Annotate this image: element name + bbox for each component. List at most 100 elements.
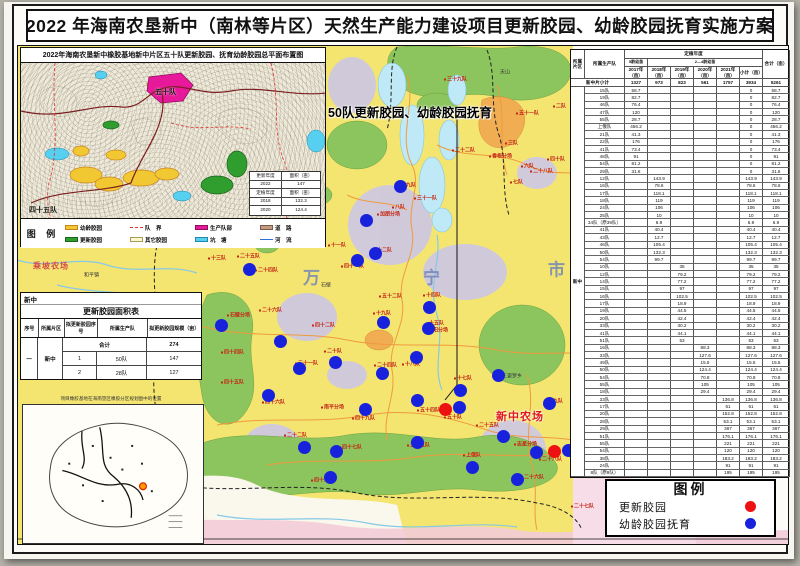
team-cell: 19队 (585, 307, 625, 316)
value-cell: 44.5 (671, 307, 694, 316)
value-cell: 78.6 (740, 182, 763, 191)
value-cell (625, 403, 648, 411)
value-cell (671, 469, 694, 478)
team-cell: 55队 (585, 381, 625, 389)
value-cell: 15.5 (740, 359, 763, 367)
team-cell: 20队 (585, 315, 625, 323)
value-cell (717, 116, 740, 124)
value-cell (694, 204, 717, 213)
location-inset-caption: 项目橡胶基地在海南垦区橡胶分区规划图中的位置 (60, 396, 162, 401)
value-cell: 367 (763, 425, 790, 433)
table-row: 51队 176.1 176.1 176.1 (585, 432, 790, 441)
value-cell (671, 425, 694, 433)
value-cell (694, 307, 717, 316)
legend-item-label: 道 路 (275, 225, 292, 232)
value-cell (717, 94, 740, 102)
value-cell (648, 366, 671, 375)
table-row: 12队 143.9 143.9 143.9 (585, 175, 790, 183)
value-cell: 73.4 (763, 145, 790, 154)
topo-inset-map: 更新年度 面积（亩） 2022 147 定植年度 面积（亩） 2018 132.3 2020 12… (21, 63, 325, 218)
value-cell (671, 190, 694, 198)
table-row: 17队 18.9 18.9 18.9 (585, 300, 790, 308)
value-cell (717, 278, 740, 286)
value-cell (648, 462, 671, 470)
project-location-marker (138, 482, 148, 491)
value-cell: 102.5 (763, 293, 790, 301)
value-cell (648, 418, 671, 426)
value-cell: 0 (740, 87, 763, 95)
value-cell: 102.5 (671, 293, 694, 301)
value-cell (694, 337, 717, 345)
team-cell: 47队 (585, 109, 625, 117)
team-cell: 17队 (585, 190, 625, 198)
value-cell (671, 410, 694, 419)
subtotal-value: 5261 (763, 79, 790, 87)
value-cell: 29.4 (694, 388, 717, 397)
renewal-table-title: 更新胶园面积表 (21, 305, 201, 319)
value-cell: 105.4 (648, 241, 671, 249)
value-cell (625, 182, 648, 191)
value-cell: 81.2 (763, 160, 790, 168)
value-cell (671, 167, 694, 176)
team-cell: 8队（原9队） (585, 469, 625, 478)
table-row: 18队 29.4 29.4 29.4 (585, 388, 790, 397)
value-cell: 120 (763, 447, 790, 455)
team-cell: 25队 (585, 212, 625, 220)
value-cell (671, 344, 694, 352)
total-label: 合计 (63, 338, 147, 351)
team-cell: 18队 (585, 197, 625, 205)
value-cell: 12.7 (740, 234, 763, 242)
value-cell (625, 190, 648, 198)
value-cell (648, 87, 671, 95)
team-cell: 16队 (585, 293, 625, 301)
table-row: 22队 176 0 176 (585, 138, 790, 146)
legend-item: 更新胶园 (65, 236, 130, 244)
value-cell (694, 94, 717, 102)
value-cell: 221 (740, 440, 763, 448)
value-cell: 120 (625, 109, 648, 117)
team-cell: 20队 (585, 410, 625, 419)
team-cell: 54队 (585, 160, 625, 168)
topo-terrain (21, 63, 325, 218)
value-cell: 99.7 (763, 256, 790, 264)
value-cell (694, 300, 717, 308)
value-cell (717, 388, 740, 397)
value-cell (717, 329, 740, 338)
value-cell (717, 293, 740, 301)
col-header: 5龄幼苗 (625, 59, 648, 67)
value-cell (625, 219, 648, 227)
legend-item: 幼龄胶园 (65, 224, 130, 232)
value-cell (694, 101, 717, 110)
col-header: 2017年（亩） (625, 67, 648, 79)
page-title: 2022 年海南农垦新中（南林等片区）天然生产能力建设项目更新胶园、幼龄胶园抚育… (26, 9, 774, 42)
legend-item-label: 幼龄胶园抚育 (619, 518, 691, 531)
inset-map-label: 五十队 (155, 89, 176, 96)
value-cell (694, 329, 717, 338)
team-cell: 上俄队 (585, 123, 625, 132)
col-header: 2019年（亩） (671, 67, 694, 79)
col-header: 拟更新胶园序号 (65, 319, 99, 337)
value-cell (717, 131, 740, 139)
value-cell (694, 403, 717, 411)
value-cell (694, 116, 717, 124)
value-cell (694, 175, 717, 183)
value-cell (694, 410, 717, 419)
value-cell: 15.5 (694, 359, 717, 367)
value-cell (694, 440, 717, 448)
value-cell: 41.3 (763, 131, 790, 139)
value-cell (625, 344, 648, 352)
value-cell (648, 432, 671, 441)
value-cell: 99.7 (740, 256, 763, 264)
table-row: 41队 44.1 44.1 44.1 (585, 329, 790, 338)
value-cell: 42.4 (763, 315, 790, 323)
value-cell: 53 (763, 337, 790, 345)
value-cell (694, 87, 717, 95)
value-cell: 176.1 (717, 432, 740, 441)
value-cell (717, 300, 740, 308)
legend-row: 更新胶园 (607, 498, 774, 515)
table-row: 24队 91 91 91 (585, 462, 790, 470)
value-cell (648, 160, 671, 168)
value-cell: 176 (763, 138, 790, 146)
col-header: 合计（亩） (763, 50, 790, 79)
team-cell: 24队 (585, 204, 625, 213)
